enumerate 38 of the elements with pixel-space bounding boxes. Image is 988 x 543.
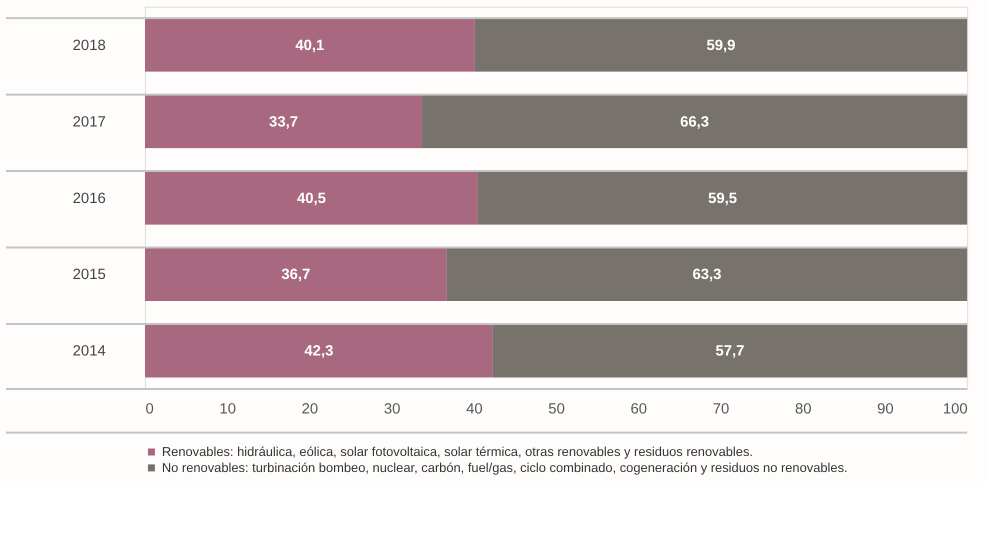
data-label: 33,7 (269, 114, 298, 130)
y-tick-label: 2018 (72, 38, 106, 54)
data-label: 40,5 (296, 190, 326, 207)
bar (144, 171, 478, 225)
data-label: 59,9 (706, 38, 736, 54)
y-tick-label: 2017 (72, 114, 106, 130)
y-tick-label: 2014 (72, 344, 106, 360)
data-label: 59,5 (708, 190, 738, 207)
x-tick-label: 60 (630, 401, 648, 418)
bar (144, 94, 422, 148)
y-tick-label: 2016 (72, 190, 106, 207)
x-tick-label: 50 (548, 401, 565, 418)
x-tick-label: 100 (942, 401, 968, 418)
x-tick-label: 70 (712, 401, 730, 418)
data-label: 66,3 (680, 114, 710, 130)
x-tick-label: 90 (877, 401, 894, 418)
bar (492, 324, 968, 378)
data-label: 40,1 (295, 38, 324, 54)
legend-label: Renovables: hidráulica, eólica, solar fotovoltaica, solar térmica, otras renovables y residuos renovables. (162, 444, 753, 459)
bar (474, 18, 968, 72)
y-tick-label: 2015 (72, 267, 106, 284)
data-label: 57,7 (715, 344, 744, 360)
x-tick-label: 0 (145, 401, 154, 418)
data-label: 63,3 (692, 267, 722, 284)
bar (446, 248, 968, 302)
x-tick-label: 30 (384, 401, 400, 418)
data-label: 36,7 (281, 267, 310, 284)
bar (478, 171, 968, 225)
legend-label: No renovables: turbinación bombeo, nuclear, carbón, fuel/gas, ciclo combinado, cogeneración y residuos no renovables. (162, 460, 848, 475)
x-tick-label: 80 (794, 401, 812, 418)
bar (144, 324, 493, 378)
x-tick-label: 20 (302, 401, 318, 418)
bar (144, 18, 475, 72)
x-tick-label: 10 (219, 401, 236, 418)
x-tick-label: 40 (466, 401, 483, 418)
bar (144, 248, 447, 302)
bar (422, 94, 968, 148)
data-label: 42,3 (304, 344, 334, 360)
